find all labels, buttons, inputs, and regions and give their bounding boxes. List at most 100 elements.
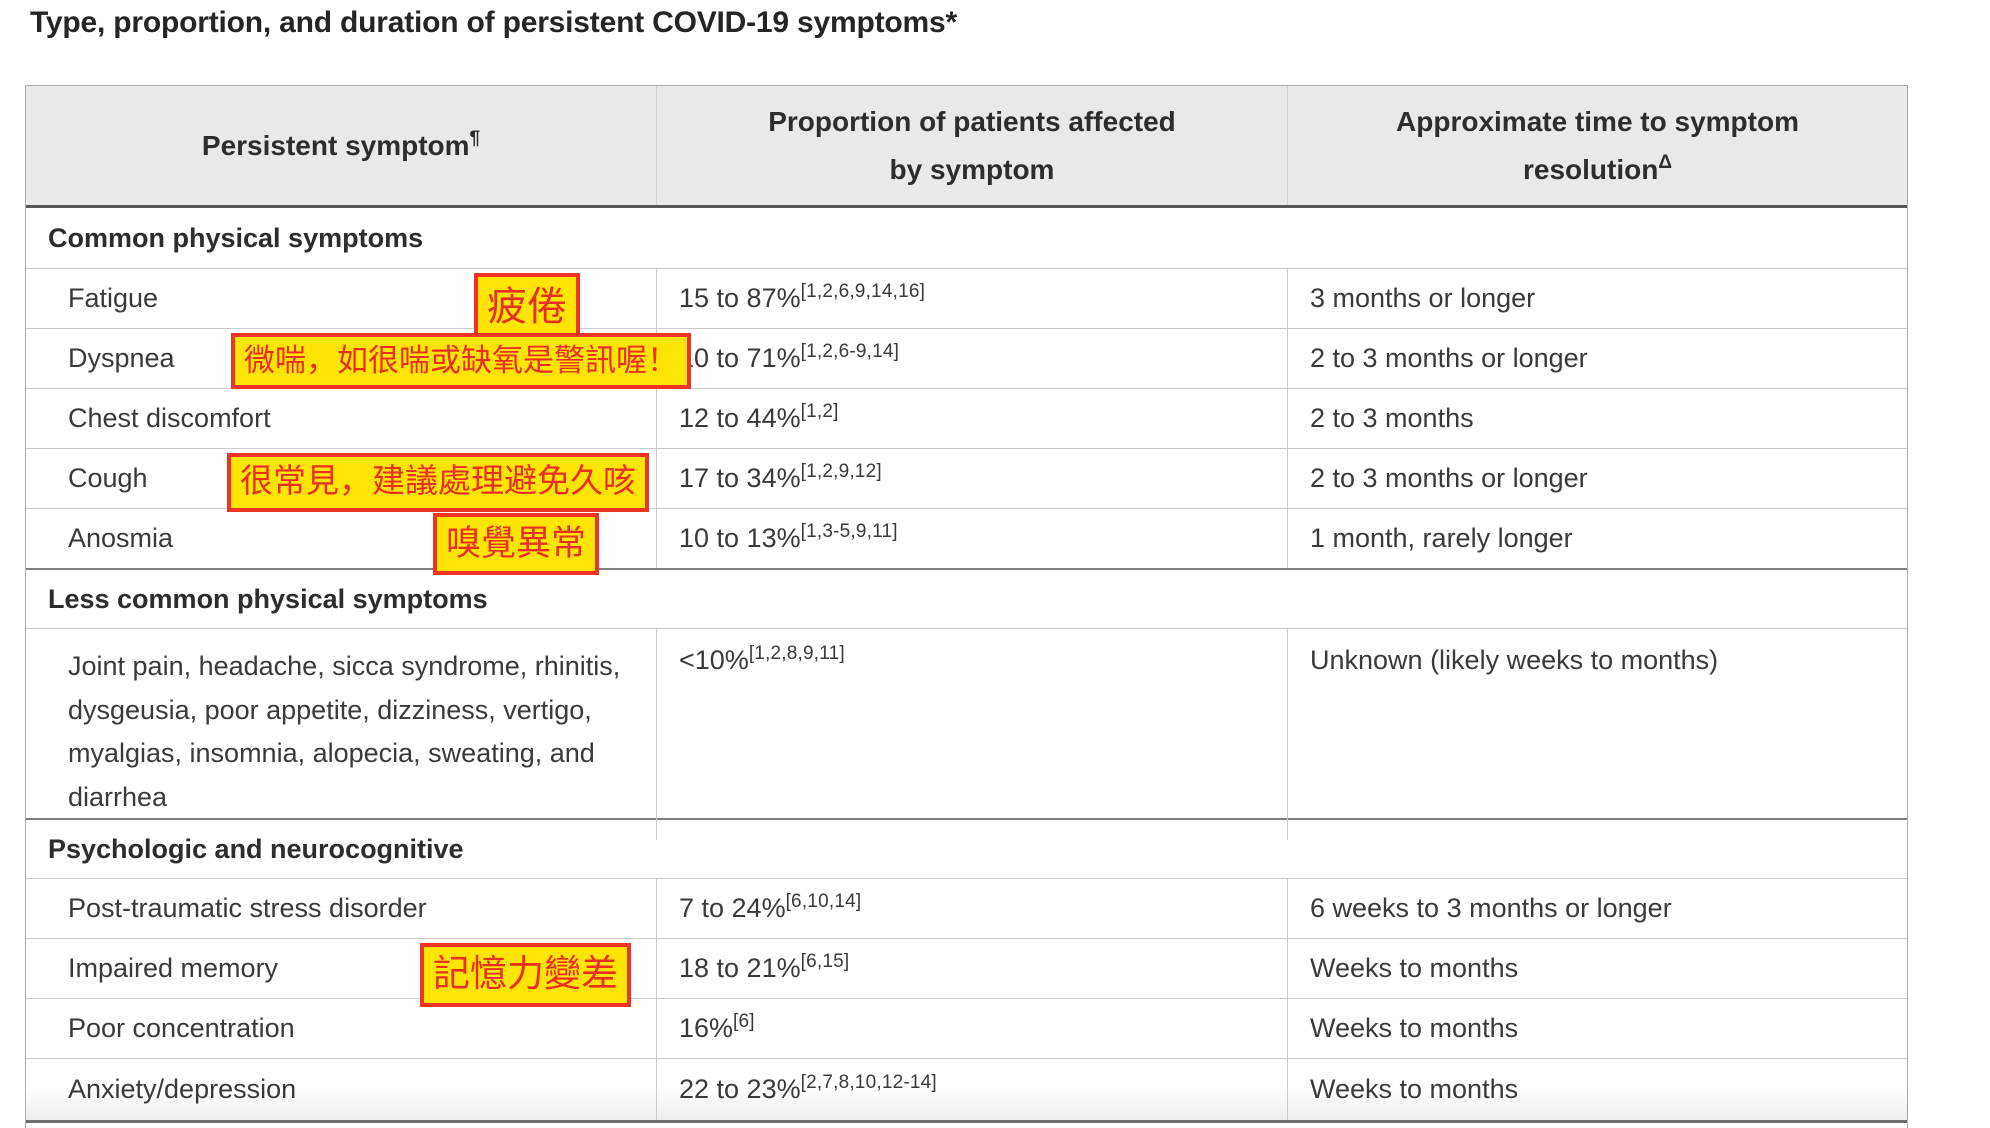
- reference-superscript: [1,2,6,9,14,16]: [800, 281, 926, 302]
- proportion-cell: 10 to 13%[1,3-5,9,11]: [656, 509, 1287, 568]
- table-body: Common physical symptoms Fatigue 15 to 8…: [26, 208, 1907, 1123]
- resolution-value: 2 to 3 months or longer: [1310, 343, 1588, 373]
- cutoff-next-row-sliver: [26, 1123, 1907, 1128]
- symptom-name: Post-traumatic stress disorder: [68, 893, 427, 923]
- resolution-value: Weeks to months: [1310, 1013, 1519, 1043]
- reference-superscript: [2,7,8,10,12-14]: [800, 1072, 937, 1093]
- symptom-name: Cough: [68, 463, 148, 493]
- proportion-cell: 22 to 23%[2,7,8,10,12-14]: [656, 1059, 1287, 1120]
- proportion-value: 18 to 21%: [679, 953, 801, 983]
- proportion-cell: 7 to 24%[6,10,14]: [656, 879, 1287, 938]
- section-header-row: Less common physical symptoms: [26, 568, 1907, 628]
- section-label: Psychologic and neurocognitive: [48, 833, 464, 864]
- delta-footnote-mark: Δ: [1658, 151, 1672, 173]
- column-header-label: Persistent symptom: [201, 129, 470, 161]
- resolution-value: 2 to 3 months or longer: [1310, 463, 1588, 493]
- symptom-cell: Fatigue: [26, 269, 656, 328]
- proportion-value: 10 to 13%: [679, 523, 801, 553]
- reference-superscript: [6,10,14]: [785, 891, 862, 912]
- symptom-cell: Joint pain, headache, sicca syndrome, rh…: [26, 629, 656, 840]
- annotation-highlight: 疲倦: [474, 273, 580, 341]
- table-header-row: Persistent symptom¶ Proportion of patien…: [26, 86, 1907, 208]
- reference-superscript: [1,2]: [800, 401, 839, 422]
- proportion-cell: 17 to 34%[1,2,9,12]: [656, 449, 1287, 508]
- symptom-name: Chest discomfort: [68, 403, 271, 433]
- symptom-name: Anxiety/depression: [68, 1074, 297, 1104]
- resolution-value: 3 months or longer: [1310, 283, 1536, 313]
- column-header-label: Proportion of patients affected by sympt…: [768, 106, 1176, 185]
- proportion-value: 16%: [679, 1013, 734, 1043]
- resolution-cell: 6 weeks to 3 months or longer: [1287, 879, 1907, 938]
- proportion-cell: 16%[6]: [656, 999, 1287, 1058]
- table-row: Chest discomfort 12 to 44%[1,2] 2 to 3 m…: [26, 388, 1907, 448]
- symptom-cell: Cough: [26, 449, 656, 508]
- table-row: Fatigue 15 to 87%[1,2,6,9,14,16] 3 month…: [26, 268, 1907, 341]
- reference-superscript: [1,3-5,9,11]: [800, 521, 898, 542]
- symptom-name: Fatigue: [68, 283, 159, 313]
- proportion-cell: 15 to 87%[1,2,6,9,14,16]: [656, 269, 1287, 328]
- proportion-value: 10 to 71%: [679, 343, 801, 373]
- resolution-value: Unknown (likely weeks to months): [1310, 645, 1719, 675]
- resolution-cell: Unknown (likely weeks to months): [1287, 629, 1907, 840]
- symptoms-table: Persistent symptom¶ Proportion of patien…: [25, 85, 1908, 1128]
- table-row: Anxiety/depression 22 to 23%[2,7,8,10,12…: [26, 1058, 1907, 1123]
- reference-superscript: [6]: [733, 1011, 755, 1032]
- resolution-cell: Weeks to months: [1287, 939, 1907, 998]
- resolution-cell: 3 months or longer: [1287, 269, 1907, 328]
- resolution-value: Weeks to months: [1310, 953, 1519, 983]
- section-header-row: Common physical symptoms: [26, 208, 1907, 268]
- proportion-cell: <10%[1,2,8,9,11]: [656, 629, 1287, 840]
- resolution-cell: 2 to 3 months or longer: [1287, 449, 1907, 508]
- table-row: Poor concentration 16%[6] Weeks to month…: [26, 998, 1907, 1058]
- table-row: Post-traumatic stress disorder 7 to 24%[…: [26, 878, 1907, 938]
- resolution-value: 2 to 3 months: [1310, 403, 1474, 433]
- reference-superscript: [1,2,8,9,11]: [748, 643, 845, 664]
- table-row: Joint pain, headache, sicca syndrome, rh…: [26, 628, 1907, 840]
- symptom-cell: Dyspnea: [26, 329, 656, 388]
- column-header-resolution: Approximate time to symptom resolutionΔ: [1287, 86, 1907, 205]
- column-header-proportion: Proportion of patients affected by sympt…: [656, 86, 1287, 205]
- symptom-cell: Poor concentration: [26, 999, 656, 1058]
- symptom-name: Dyspnea: [68, 343, 175, 373]
- resolution-value: Weeks to months: [1310, 1074, 1519, 1104]
- resolution-value: 6 weeks to 3 months or longer: [1310, 893, 1672, 923]
- proportion-value: <10%: [679, 645, 749, 675]
- symptom-cell: Impaired memory: [26, 939, 656, 998]
- resolution-cell: 1 month, rarely longer: [1287, 509, 1907, 568]
- proportion-cell: 18 to 21%[6,15]: [656, 939, 1287, 998]
- proportion-cell: 10 to 71%[1,2,6-9,14]: [656, 329, 1287, 388]
- table-row: Cough 17 to 34%[1,2,9,12] 2 to 3 months …: [26, 448, 1907, 512]
- section-header-row: Psychologic and neurocognitive: [26, 818, 1907, 878]
- proportion-value: 22 to 23%: [679, 1074, 801, 1104]
- table-row: Impaired memory 18 to 21%[6,15] Weeks to…: [26, 938, 1907, 1008]
- section-label: Common physical symptoms: [48, 222, 424, 253]
- proportion-value: 17 to 34%: [679, 463, 801, 493]
- symptom-cell: Anxiety/depression: [26, 1059, 656, 1120]
- reference-superscript: [1,2,6-9,14]: [800, 341, 900, 362]
- table-row: Dyspnea 10 to 71%[1,2,6-9,14] 2 to 3 mon…: [26, 328, 1907, 390]
- resolution-cell: Weeks to months: [1287, 999, 1907, 1058]
- proportion-value: 15 to 87%: [679, 283, 801, 313]
- symptom-cell: Chest discomfort: [26, 389, 656, 448]
- annotation-highlight: 嗅覺異常: [433, 513, 600, 575]
- reference-superscript: [1,2,9,12]: [800, 461, 882, 482]
- reference-superscript: [6,15]: [800, 951, 850, 972]
- proportion-value: 7 to 24%: [679, 893, 786, 923]
- proportion-cell: 12 to 44%[1,2]: [656, 389, 1287, 448]
- annotation-highlight: 記憶力變差: [420, 943, 631, 1008]
- resolution-cell: Weeks to months: [1287, 1059, 1907, 1120]
- annotation-highlight: 微喘，如很喘或缺氧是警訊喔！: [231, 333, 691, 390]
- pilcrow-footnote-mark: ¶: [469, 127, 481, 149]
- column-header-label: Approximate time to symptom resolution: [1396, 106, 1799, 185]
- section-label: Less common physical symptoms: [48, 583, 488, 614]
- symptom-name: Joint pain, headache, sicca syndrome, rh…: [68, 651, 621, 813]
- symptom-name: Impaired memory: [68, 953, 279, 983]
- annotation-highlight: 很常見，建議處理避免久咳: [227, 453, 649, 512]
- symptom-cell: Anosmia: [26, 509, 656, 568]
- symptom-cell: Post-traumatic stress disorder: [26, 879, 656, 938]
- table-row: Anosmia 10 to 13%[1,3-5,9,11] 1 month, r…: [26, 508, 1907, 575]
- column-header-persistent-symptom: Persistent symptom¶: [26, 86, 656, 205]
- symptom-name: Anosmia: [68, 523, 174, 553]
- page-title: Type, proportion, and duration of persis…: [30, 6, 957, 39]
